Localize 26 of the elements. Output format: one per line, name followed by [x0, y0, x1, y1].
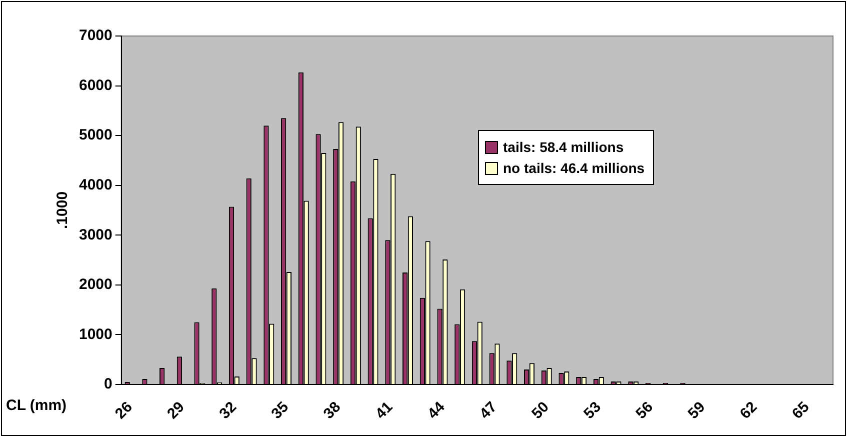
- x-tick-label: 41: [372, 398, 396, 422]
- legend-label: no tails: 46.4 millions: [503, 160, 645, 176]
- x-tick-label: 50: [528, 398, 552, 422]
- x-axis-title: CL (mm): [6, 397, 67, 414]
- legend-label: tails: 58.4 millions: [503, 139, 624, 155]
- y-tick-label: 0: [104, 376, 112, 393]
- x-tick-label: 38: [320, 398, 344, 422]
- y-tick-label: 3000: [78, 226, 112, 244]
- x-tick-label: 29: [164, 398, 188, 422]
- y-tick-label: 7000: [78, 27, 112, 44]
- x-tick-label: 56: [632, 398, 657, 422]
- y-axis-title: .1000: [54, 191, 72, 230]
- y-tick-label: 6000: [78, 76, 112, 94]
- y-tick-label: 2000: [78, 276, 112, 294]
- x-tick-label: 53: [580, 398, 604, 422]
- x-tick-label: 32: [216, 398, 240, 422]
- x-tick-label: 47: [476, 398, 500, 422]
- y-tick-label: 1000: [78, 326, 112, 343]
- x-tick-label: 44: [424, 398, 449, 422]
- y-tick-label: 5000: [78, 126, 112, 144]
- x-tick-label: 35: [268, 398, 292, 422]
- x-tick-label: 62: [736, 398, 761, 422]
- x-tick-label: 65: [788, 398, 813, 422]
- x-tick-label: 26: [112, 398, 136, 422]
- y-tick-label: 4000: [78, 176, 112, 194]
- x-tick-label: 59: [684, 398, 709, 422]
